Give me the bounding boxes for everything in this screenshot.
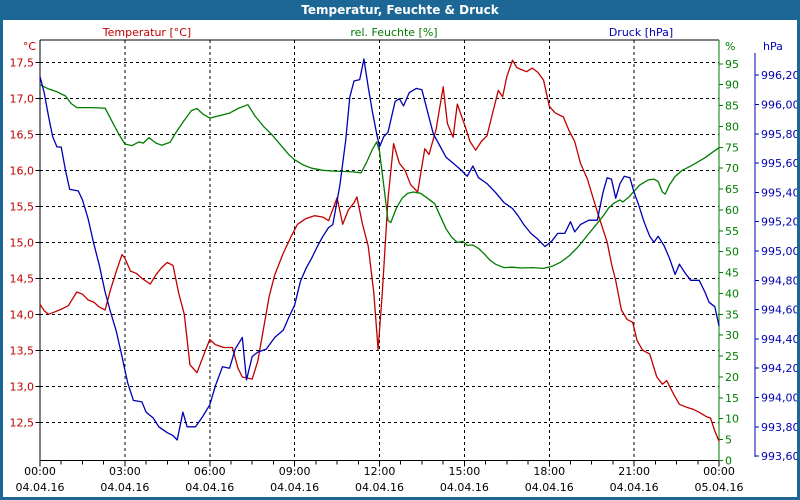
x-date-label: 04.04.16 (185, 481, 234, 494)
pressure-tick-label: 994,00 (761, 391, 800, 404)
humidity-tick-label: 90 (725, 79, 739, 92)
humidity-tick-label: 80 (725, 120, 739, 133)
pressure-tick-label: 996,20 (761, 69, 800, 82)
pressure-unit-label: hPa (763, 40, 783, 53)
title-bar: Temperatur, Feuchte & Druck (0, 0, 800, 20)
pressure-tick-label: 996,00 (761, 98, 800, 111)
window-border-right (797, 0, 800, 500)
pressure-tick-label: 995,80 (761, 128, 800, 141)
humidity-tick-label: 5 (725, 434, 732, 447)
pressure-tick-label: 995,40 (761, 186, 800, 199)
pressure-tick-label: 995,60 (761, 157, 800, 170)
temperature-series-line (39, 59, 720, 442)
temp-tick-label: 15,5 (10, 200, 35, 213)
humidity-tick-label: 65 (725, 183, 739, 196)
temp-tick-label: 14,0 (10, 308, 35, 321)
x-time-label: 00:00 (703, 465, 735, 478)
temp-tick-label: 13,5 (10, 344, 35, 357)
temp-tick-label: 17,5 (10, 56, 35, 69)
humidity-tick-label: 75 (725, 141, 739, 154)
window-border-bottom (0, 497, 800, 500)
x-time-label: 21:00 (618, 465, 650, 478)
pressure-tick-label: 995,20 (761, 216, 800, 229)
temp-tick-label: 16,0 (10, 164, 35, 177)
x-time-label: 18:00 (533, 465, 565, 478)
temp-tick-label: 16,5 (10, 128, 35, 141)
temp-tick-label: 14,5 (10, 272, 35, 285)
humidity-tick-label: 35 (725, 308, 739, 321)
humidity-tick-label: 25 (725, 350, 739, 363)
x-date-label: 04.04.16 (440, 481, 489, 494)
x-date-label: 04.04.16 (610, 481, 659, 494)
pressure-tick-label: 994,20 (761, 362, 800, 375)
humidity-tick-label: 60 (725, 204, 739, 217)
x-time-label: 00:00 (24, 465, 56, 478)
pressure-tick-label: 994,60 (761, 304, 800, 317)
pressure-tick-label: 994,40 (761, 333, 800, 346)
pressure-tick-label: 993,60 (761, 450, 800, 463)
humidity-tick-label: 40 (725, 287, 739, 300)
temperature-unit-label: °C (23, 40, 37, 53)
humidity-tick-label: 70 (725, 162, 739, 175)
humidity-tick-label: 0 (725, 455, 732, 468)
pressure-tick-label: 995,00 (761, 245, 800, 258)
x-date-label: 04.04.16 (100, 481, 149, 494)
temp-tick-label: 13,0 (10, 380, 35, 393)
humidity-tick-label: 10 (725, 413, 739, 426)
pressure-series-line (39, 58, 720, 441)
x-time-label: 15:00 (449, 465, 481, 478)
humidity-tick-label: 30 (725, 329, 739, 342)
pressure-axis-title: Druck [hPa] (608, 26, 674, 39)
x-date-label: 04.04.16 (355, 481, 404, 494)
x-time-label: 06:00 (194, 465, 226, 478)
temperature-axis-title: Temperatur [°C] (102, 26, 192, 39)
window-border-left (0, 0, 3, 500)
window-title: Temperatur, Feuchte & Druck (301, 3, 499, 17)
humidity-tick-label: 85 (725, 100, 739, 113)
x-date-label: 04.04.16 (525, 481, 574, 494)
x-date-label: 04.04.16 (16, 481, 65, 494)
humidity-tick-label: 45 (725, 267, 739, 280)
pressure-tick-label: 994,80 (761, 274, 800, 287)
temp-tick-label: 15,0 (10, 236, 35, 249)
humidity-tick-label: 50 (725, 246, 739, 259)
humidity-tick-label: 55 (725, 225, 739, 238)
humidity-axis-title: rel. Feuchte [%] (350, 26, 438, 39)
temp-tick-label: 17,0 (10, 92, 35, 105)
humidity-unit-label: % (725, 40, 735, 53)
pressure-tick-label: 993,80 (761, 421, 800, 434)
x-date-label: 05.04.16 (695, 481, 744, 494)
humidity-tick-label: 95 (725, 58, 739, 71)
x-time-label: 12:00 (364, 465, 396, 478)
temp-tick-label: 12,5 (10, 416, 35, 429)
humidity-tick-label: 20 (725, 371, 739, 384)
humidity-series-line (39, 84, 720, 270)
x-date-label: 04.04.16 (270, 481, 319, 494)
x-time-label: 03:00 (109, 465, 141, 478)
humidity-tick-label: 15 (725, 392, 739, 405)
x-time-label: 09:00 (279, 465, 311, 478)
